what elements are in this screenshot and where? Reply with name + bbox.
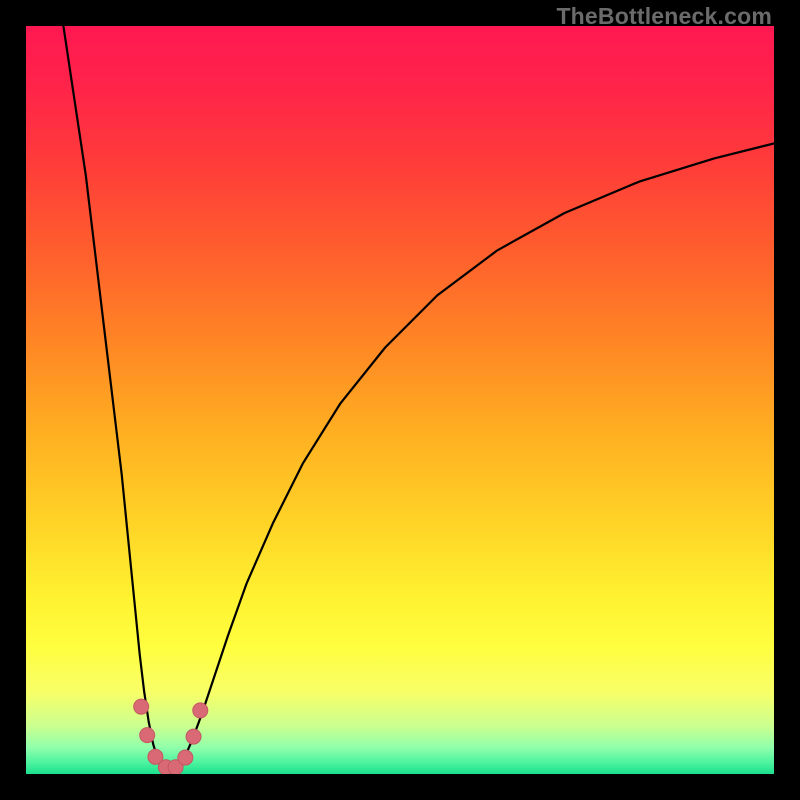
curve-left-arm bbox=[63, 26, 168, 772]
curve-right-arm bbox=[174, 143, 774, 771]
marker-point bbox=[178, 750, 193, 765]
plot-area bbox=[26, 26, 774, 774]
marker-point bbox=[193, 703, 208, 718]
stage: TheBottleneck.com bbox=[0, 0, 800, 800]
marker-point bbox=[186, 729, 201, 744]
bottleneck-curve bbox=[26, 26, 774, 774]
chart-frame bbox=[26, 26, 774, 774]
marker-point bbox=[140, 728, 155, 743]
marker-point bbox=[134, 699, 149, 714]
